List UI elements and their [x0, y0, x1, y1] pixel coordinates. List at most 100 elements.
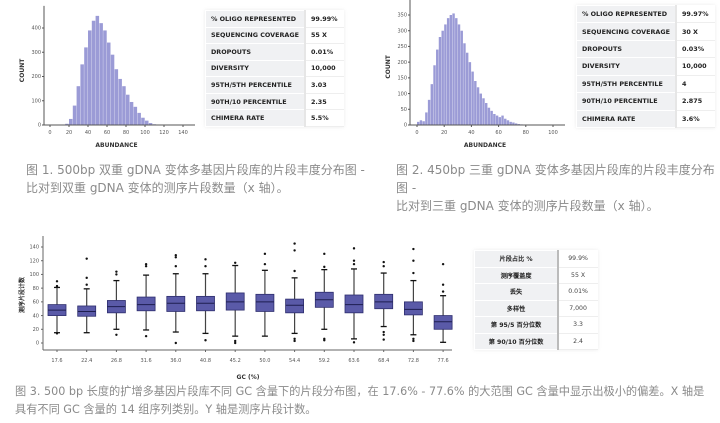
stat-label: 丢失	[474, 283, 559, 301]
outlier-point	[204, 339, 207, 342]
stat-value: 5.5%	[303, 109, 344, 127]
table-row: 丢失 0.01%	[474, 283, 599, 301]
y-tick-label: 50	[401, 107, 407, 113]
stat-label: 片段占比 %	[474, 250, 559, 268]
caption-line: 比对到三重 gDNA 变体的测序片段数量（x 轴）。	[396, 199, 659, 213]
stat-value: 0.01%	[557, 283, 599, 301]
y-tick-label: 140	[29, 245, 39, 251]
stat-label: 90TH/10 PERCENTILE	[204, 92, 306, 111]
histogram-bar	[495, 115, 499, 125]
outlier-point	[234, 261, 237, 264]
histogram-bar	[427, 99, 431, 125]
histogram-bar	[501, 115, 504, 125]
histogram-bar	[506, 120, 510, 125]
table-row: DROPOUTS 0.03%	[575, 39, 715, 59]
x-tick-label: 63.6	[348, 358, 359, 364]
histogram-bar	[145, 120, 149, 125]
stat-label: 测序覆盖度	[474, 266, 559, 284]
stat-value: 4	[674, 74, 715, 94]
y-tick-label: 350	[397, 13, 407, 19]
y-tick-label: 20	[33, 327, 39, 333]
y-tick-label: 200	[397, 60, 407, 66]
table-row: 多样性 7,000	[474, 299, 599, 317]
outlier-point	[174, 265, 177, 268]
stat-label: % OLIGO REPRESENTED	[575, 4, 677, 24]
histogram-bar	[95, 15, 100, 125]
histogram-bar	[137, 112, 141, 125]
outlier-point	[382, 330, 385, 334]
outlier-point	[85, 257, 88, 260]
outlier-point	[441, 262, 445, 266]
table-row: SEQUENCING COVERAGE 30 X	[575, 22, 715, 41]
y-axis-label: 测序片段计数	[18, 276, 26, 313]
histogram-bar	[110, 54, 115, 125]
y-tick-label: 120	[29, 258, 39, 264]
outlier-point	[293, 339, 296, 343]
stat-label: DROPOUTS	[575, 39, 677, 59]
stat-value: 7,000	[557, 299, 599, 317]
histogram-bar	[80, 64, 84, 125]
box	[433, 315, 453, 330]
stat-label: 多样性	[474, 299, 559, 317]
histogram-bar	[422, 121, 425, 125]
table-row: CHIMERA RATE 3.6%	[575, 109, 715, 129]
outlier-point	[323, 265, 326, 269]
table-row: 第 90/10 百分位数 2.4	[474, 332, 599, 350]
outlier-point	[55, 284, 59, 288]
outlier-point	[382, 260, 385, 264]
outlier-point	[234, 341, 237, 345]
outlier-point	[352, 259, 356, 262]
histogram-bar	[425, 112, 428, 125]
stat-value: 30 X	[674, 22, 715, 41]
y-tick-label: 100	[397, 91, 407, 97]
figure3-caption: 图 3. 500 bp 长度的扩增多基因片段库不同 GC 含量下的片段分布图，在…	[15, 383, 704, 419]
histogram-bar	[493, 114, 496, 125]
outlier-point	[382, 338, 385, 341]
stat-value: 10,000	[303, 59, 344, 78]
box	[403, 301, 423, 316]
x-tick-label: 40	[85, 130, 91, 136]
histogram-bar	[463, 43, 466, 125]
histogram-bar	[446, 18, 450, 126]
x-tick-label: 40	[468, 130, 474, 136]
figure2-caption: 图 2. 450bp 三重 gDNA 变体多基因片段库的片段丰度分布图 - 比对…	[396, 161, 720, 215]
caption-line: 图 1. 500bp 双重 gDNA 变体多基因片段库的片段丰度分布图 -	[26, 163, 365, 177]
stat-label: CHIMERA RATE	[204, 109, 306, 127]
histogram-bar	[126, 94, 130, 125]
stat-value: 2.875	[674, 92, 715, 111]
x-tick-label: 60	[495, 130, 501, 136]
stat-value: 3.6%	[674, 109, 715, 129]
x-tick-label: 120	[159, 130, 169, 136]
histogram-bar	[490, 110, 493, 125]
outlier-point	[263, 252, 267, 256]
histogram-bar	[512, 122, 515, 125]
histogram-bar	[452, 13, 455, 125]
y-tick-label: 0	[404, 123, 407, 129]
outlier-point	[412, 259, 415, 262]
table-row: DIVERSITY 10,000	[204, 59, 344, 78]
outlier-point	[352, 262, 356, 266]
outlier-point	[144, 334, 148, 338]
outlier-point	[293, 337, 296, 341]
y-tick-label: 400	[31, 26, 41, 32]
stat-label: 第 90/10 百分位数	[474, 332, 559, 350]
histogram-bar	[449, 15, 453, 125]
histogram-bar	[436, 49, 439, 126]
box	[136, 296, 156, 312]
table-row: 90TH/10 PERCENTILE 2.35	[204, 92, 344, 111]
table-row: 95TH/5TH PERCENTILE 4	[575, 74, 715, 94]
histogram-bar	[133, 106, 138, 125]
histogram-bar	[514, 123, 518, 125]
figure3-stats-table: 片段占比 % 99.9% 测序覆盖度 55 X 丢失 0.01% 多样性 7,000 第 95/…	[474, 250, 599, 350]
histogram-bar	[99, 23, 103, 125]
x-tick-label: 26.8	[111, 358, 122, 364]
x-tick-label: 100	[140, 130, 150, 136]
outlier-point	[204, 265, 207, 268]
histogram-bar	[122, 86, 126, 125]
histogram-bar	[498, 117, 502, 125]
histogram-bar	[76, 86, 81, 125]
figure1-stats-table: % OLIGO REPRESENTED 99.99% SEQUENCING COVE…	[204, 10, 344, 127]
outlier-point	[85, 276, 88, 280]
outlier-point	[55, 332, 59, 335]
histogram-bar	[419, 120, 423, 125]
